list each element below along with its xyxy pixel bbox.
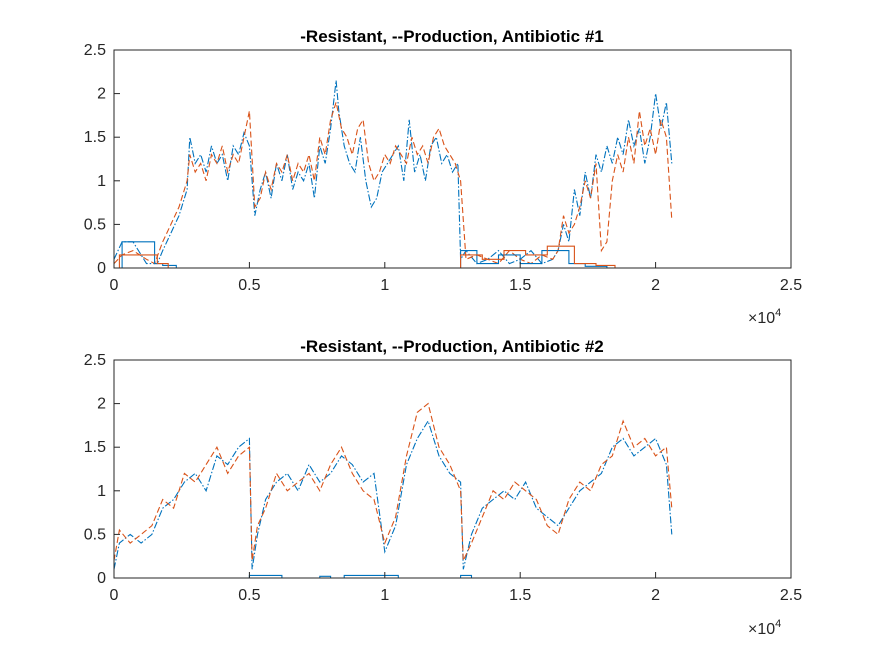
subplot-1-y-tick-label: 0 (97, 260, 106, 277)
subplot-2-y-tick-label: 0 (97, 570, 106, 587)
subplot-2-y-tick-label: 2.5 (84, 352, 106, 369)
subplot-2-x-multiplier: ×104 (748, 618, 781, 638)
subplot-2-x-tick-label: 0 (110, 587, 119, 604)
subplot-2-y-tick-label: 1.5 (84, 439, 106, 456)
subplot-2-series-1-line (113, 419, 673, 570)
subplot-2-x-tick-label: 2.5 (780, 587, 802, 604)
subplot-1-y-tick-label: 1.5 (84, 129, 106, 146)
subplot-1-series-4-line (114, 245, 675, 269)
subplot-2-y-tick-label: 0.5 (84, 526, 106, 543)
subplot-2-axes-box (113, 359, 792, 579)
subplot-1-x-tick-label: 2.5 (780, 277, 802, 294)
subplot-1: -Resistant, --Production, Antibiotic #1 … (84, 27, 802, 327)
subplot-2-y-tick-label: 1 (97, 483, 106, 500)
subplot-1-series-2-line (113, 100, 673, 265)
subplot-1-x-tick-label: 0.5 (238, 277, 260, 294)
subplot-2-series-2-line (113, 402, 673, 561)
subplot-2-x-tick-label: 1.5 (509, 587, 531, 604)
subplot-2-x-tick-label: 1 (380, 587, 389, 604)
subplot-1-x-tick-label: 1.5 (509, 277, 531, 294)
subplot-1-y-tick-label: 0.5 (84, 216, 106, 233)
subplot-2-x-tick-label: 0.5 (238, 587, 260, 604)
subplot-1-y-tick-label: 1 (97, 173, 106, 190)
subplot-1-x-tick-label: 0 (110, 277, 119, 294)
subplot-1-plot-area (113, 80, 675, 269)
subplot-2-y-tick-label: 2 (97, 396, 106, 413)
subplot-2-ticks: 0 0.5 1 1.5 2 2.5 0 0.5 1 1.5 2 2.5 (84, 352, 802, 604)
subplot-1-y-tick-label: 2 (97, 86, 106, 103)
subplot-2-title: -Resistant, --Production, Antibiotic #2 (300, 337, 604, 356)
subplot-1-axes-box (113, 49, 792, 269)
subplot-1-y-tick-label: 2.5 (84, 42, 106, 59)
subplot-1-x-tick-label: 1 (380, 277, 389, 294)
subplot-1-x-multiplier: ×104 (748, 307, 781, 327)
subplot-2-x-tick-label: 2 (651, 587, 660, 604)
subplot-1-title: -Resistant, --Production, Antibiotic #1 (300, 27, 604, 46)
subplot-1-x-tick-label: 2 (651, 277, 660, 294)
subplot-2: -Resistant, --Production, Antibiotic #2 … (84, 337, 802, 638)
subplot-1-ticks: 0 0.5 1 1.5 2 2.5 0 0.5 1 1.5 2 2.5 (84, 42, 802, 294)
